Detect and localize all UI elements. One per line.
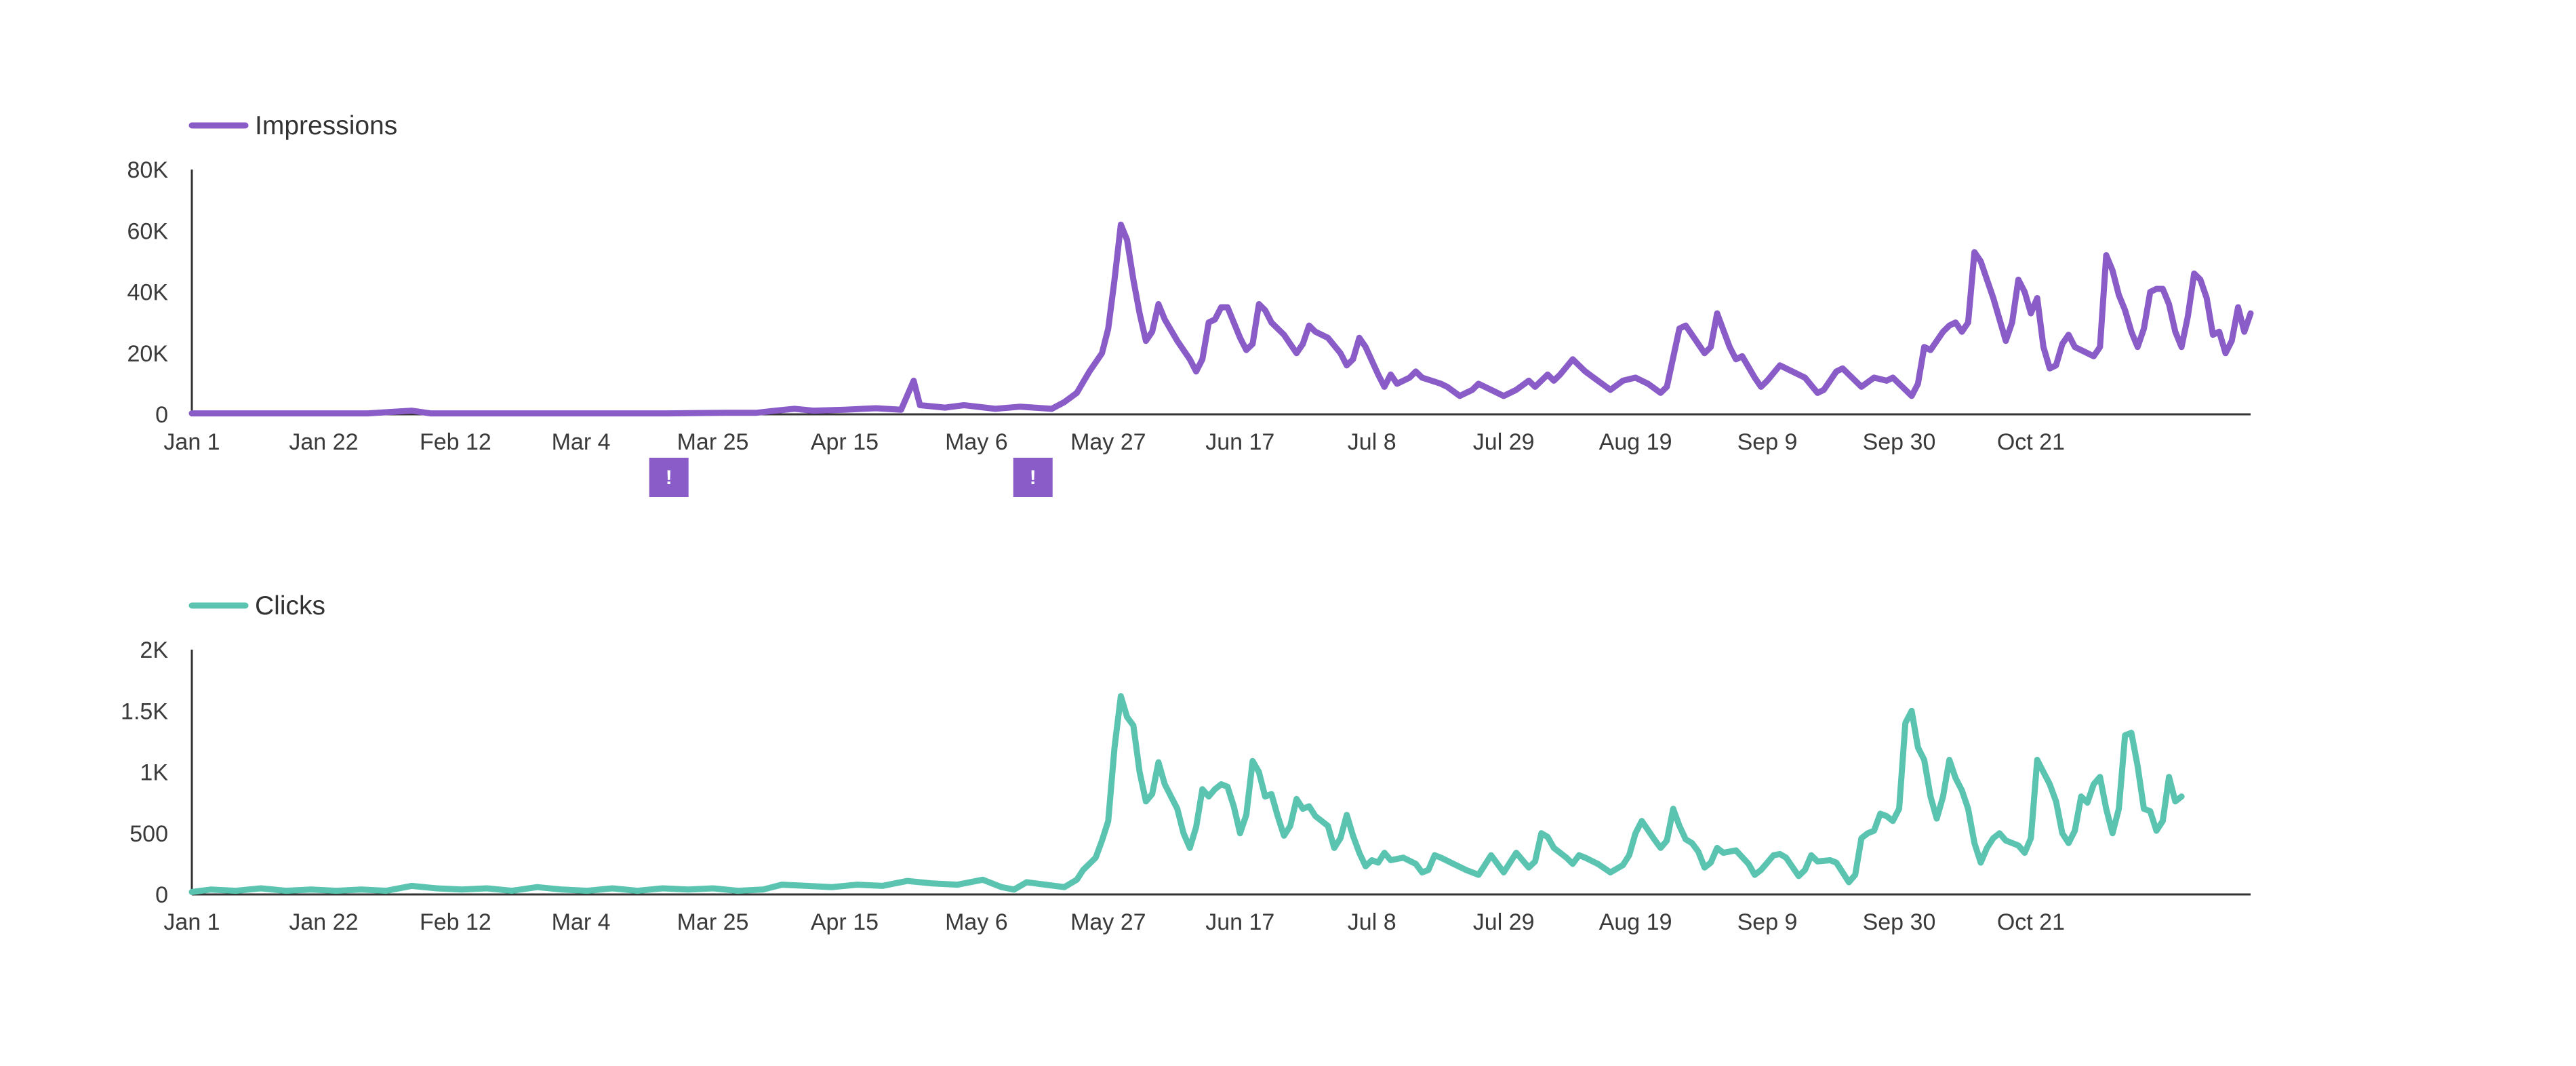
x-tick-label: Oct 21 [1997,429,2065,455]
x-tick-label: Mar 25 [677,909,749,935]
x-tick-label: Sep 9 [1737,909,1798,935]
x-tick-label: Apr 15 [811,429,879,455]
x-tick-label: Mar 4 [552,909,611,935]
annotation-marker[interactable]: ! [1013,458,1053,497]
x-tick-label: Aug 19 [1599,909,1672,935]
x-tick-label: May 27 [1070,909,1146,935]
chart-2: Clicks 0 500 1K 1.5K 2K Jan 1 Jan 22 Feb 12 Mar 4… [121,591,2251,935]
chart-1: Impressions 0 20K 40K 60K 80K Jan 1 Jan 22 Feb 1… [127,111,2254,497]
y-tick-label: 2K [140,637,168,663]
y-tick-label: 80K [127,157,169,183]
x-tick-label: Mar 25 [677,429,749,455]
annotation-marker-label: ! [1030,467,1037,489]
legend-label: Impressions [255,111,397,140]
x-tick-label: Jul 8 [1348,909,1396,935]
x-tick-label: Jan 22 [289,429,358,455]
y-tick-label: 500 [129,821,168,847]
annotation-marker-box [1013,458,1053,497]
x-tick-label: Jul 8 [1348,429,1396,455]
x-tick-label: Sep 9 [1737,429,1798,455]
y-tick-label: 0 [155,402,168,428]
x-tick-label: Jun 17 [1205,909,1274,935]
y-tick-label: 1K [140,760,168,786]
series-line-clicks [188,693,2185,895]
x-tick-label: Jul 29 [1473,429,1535,455]
y-tick-label: 60K [127,218,169,244]
x-tick-label: May 27 [1070,429,1146,455]
x-tick-label: Oct 21 [1997,909,2065,935]
legend: Impressions [188,111,397,140]
annotation-marker-box [649,458,689,497]
y-tick-label: 1.5K [121,698,168,724]
x-tick-label: Aug 19 [1599,429,1672,455]
x-tick-label: Jun 17 [1205,429,1274,455]
x-tick-label: Sep 30 [1863,909,1936,935]
x-tick-label: Jan 1 [163,909,220,935]
annotation-marker-label: ! [666,467,672,489]
y-tick-label: 0 [155,882,168,908]
x-tick-label: May 6 [945,909,1008,935]
legend: Clicks [188,591,325,620]
x-tick-label: Mar 4 [552,429,611,455]
x-tick-label: Apr 15 [811,909,879,935]
y-tick-label: 20K [127,341,169,367]
annotation-marker[interactable]: ! [649,458,689,497]
x-tick-label: May 6 [945,429,1008,455]
series-line-impressions [188,221,2254,417]
x-tick-label: Jul 29 [1473,909,1535,935]
x-tick-label: Jan 1 [163,429,220,455]
x-tick-label: Sep 30 [1863,429,1936,455]
legend-label: Clicks [255,591,325,620]
y-tick-label: 40K [127,280,169,306]
x-tick-label: Feb 12 [420,429,491,455]
x-tick-label: Jan 22 [289,909,358,935]
x-tick-label: Feb 12 [420,909,491,935]
